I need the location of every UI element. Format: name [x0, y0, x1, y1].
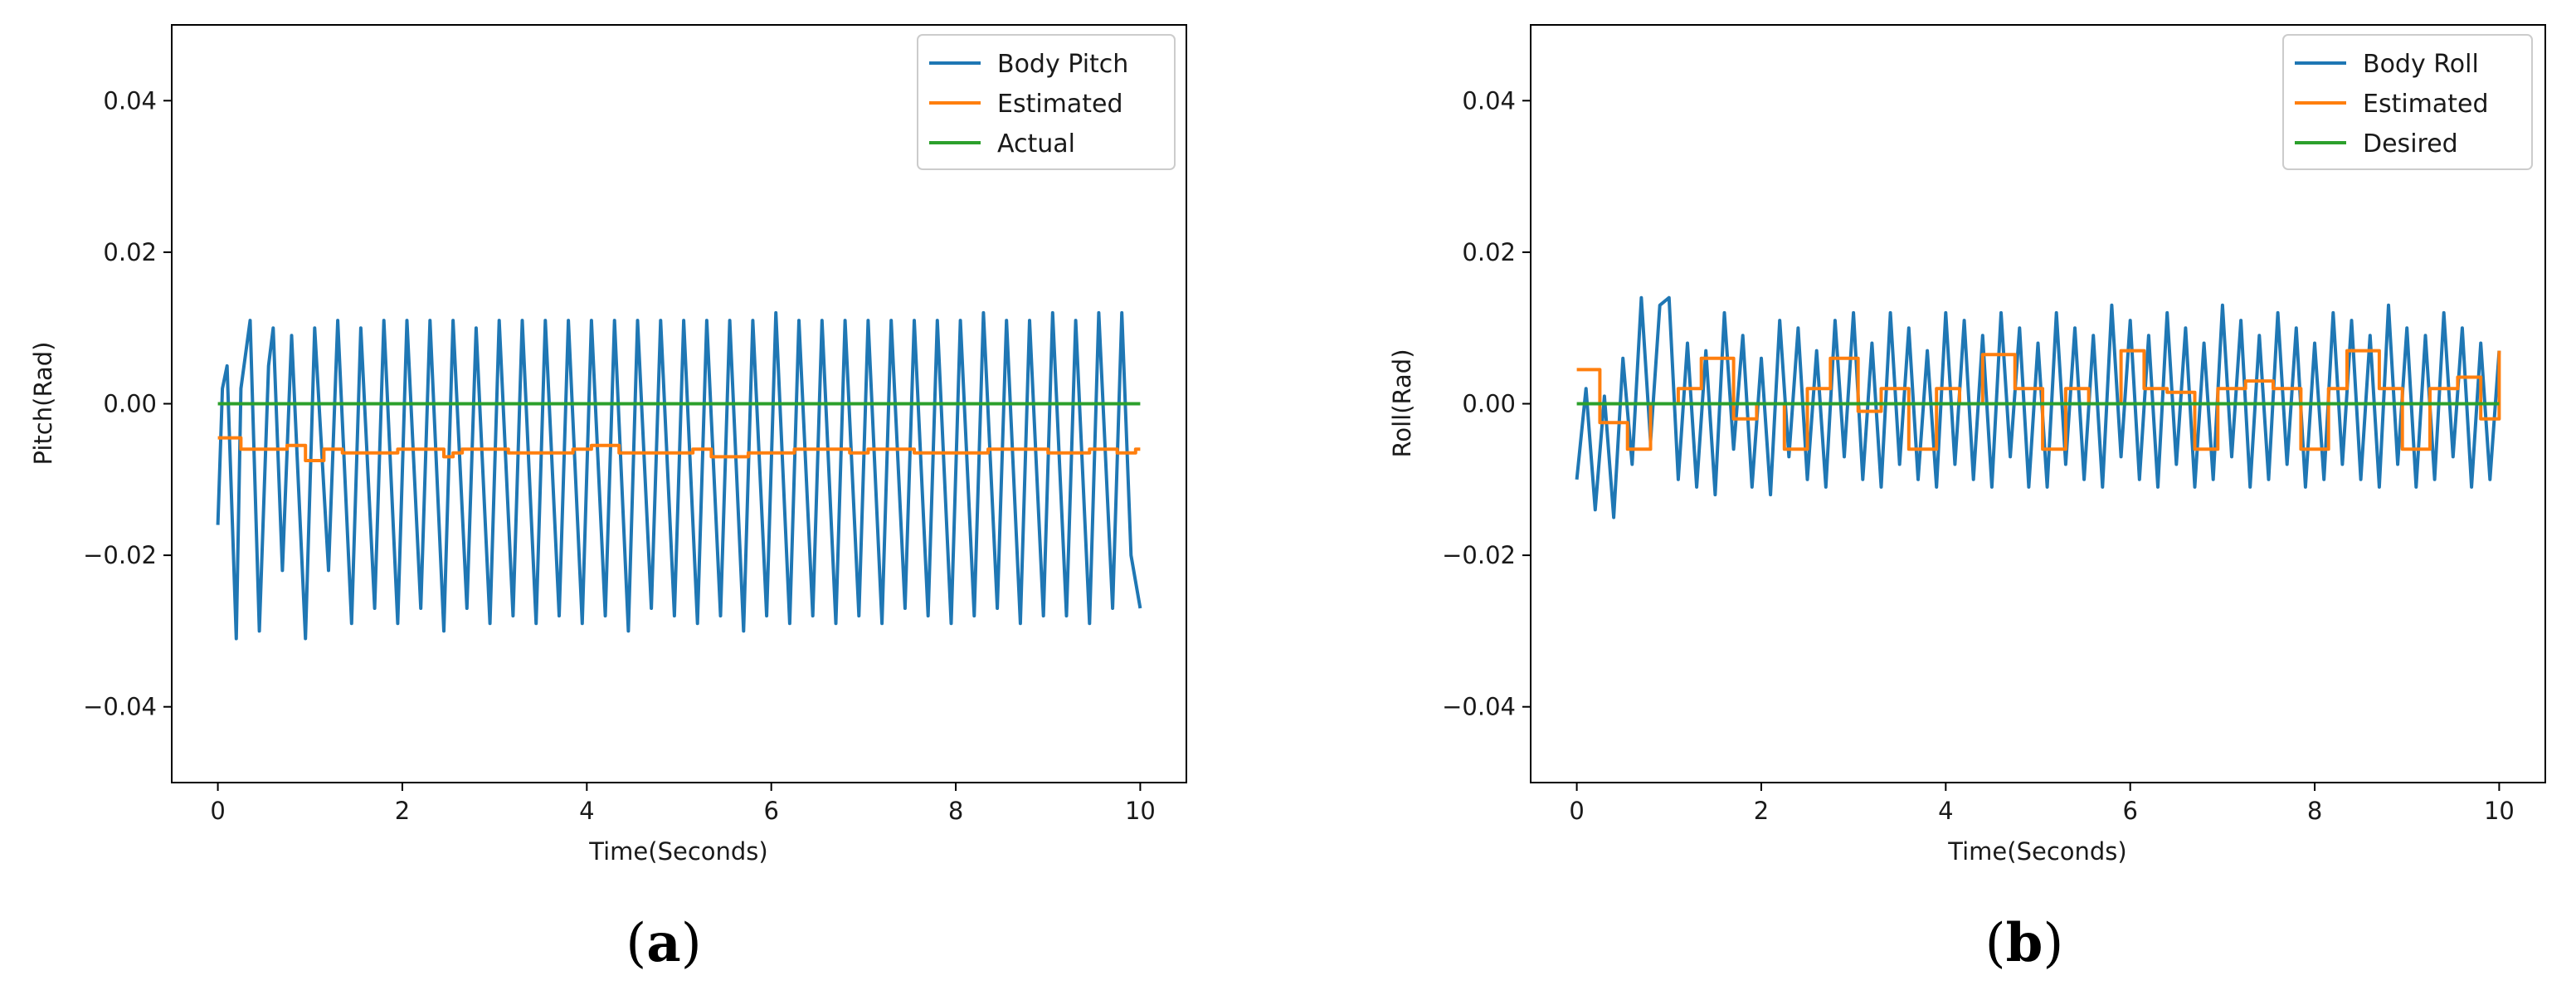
panel-a-xtick-label: 10 [1125, 797, 1156, 825]
panel-b-chart: 0 2 4 6 8 10 0.04 0.02 0.00 −0.02 −0.04 Time(Secon… [1388, 24, 2546, 974]
panel-a-ytick-label: −0.04 [83, 693, 157, 721]
panel-b-xtick-label: 0 [1569, 797, 1584, 825]
panel-b-legend-desired: Desired [2363, 129, 2458, 159]
panel-b-ytick-label: 0.04 [1462, 86, 1516, 115]
panel-b-xtick-label: 10 [2484, 797, 2515, 825]
panel-b-ticks: 0 2 4 6 8 10 0.04 0.02 0.00 −0.02 −0.04 [1442, 86, 2515, 825]
panel-b-xlabel: Time(Seconds) [1947, 837, 2126, 866]
panel-b-caption: (b) [1985, 912, 2064, 974]
panel-b-series-estimated [1576, 349, 2501, 451]
panel-b-legend-estimated: Estimated [2363, 90, 2489, 119]
panel-b-xtick-label: 8 [2307, 797, 2322, 825]
panel-a-xtick-label: 8 [948, 797, 963, 825]
panel-b-ytick-label: 0.02 [1462, 238, 1516, 266]
panel-a-series [216, 310, 1142, 641]
panel-b-ytick-label: −0.04 [1442, 693, 1516, 721]
panel-a-xtick-label: 4 [579, 797, 594, 825]
panel-a-xtick-label: 2 [395, 797, 410, 825]
panel-b-legend-box [2282, 34, 2533, 170]
panel-a-ticks: 0 2 4 6 8 10 0.04 0.02 0.00 −0.02 −0.04 [83, 86, 1156, 825]
panel-a-legend-body-pitch: Body Pitch [997, 50, 1128, 79]
panel-b-caption-letter: b [2006, 912, 2043, 974]
panel-a-ytick-label: −0.02 [83, 541, 157, 569]
panel-a-xtick-label: 6 [763, 797, 778, 825]
panel-b-series [1575, 295, 2501, 520]
panel-a-caption: (a) [626, 912, 701, 974]
panel-b-ylabel: Roll(Rad) [1388, 349, 1416, 457]
panel-a-ytick-label: 0.02 [103, 238, 157, 266]
panel-a-xtick-label: 0 [210, 797, 225, 825]
panel-a-legend-box [917, 34, 1176, 170]
panel-b-ytick-label: −0.02 [1442, 541, 1516, 569]
panel-a-ytick-label: 0.04 [103, 86, 157, 115]
panel-a-legend-actual: Actual [997, 129, 1075, 159]
panel-b-xtick-label: 6 [2122, 797, 2137, 825]
panel-a-legend-estimated: Estimated [997, 90, 1123, 119]
panel-a-chart: 0 2 4 6 8 10 0.04 0.02 0.00 −0.02 −0.04 Time(Secon… [29, 24, 1187, 974]
panel-b-xtick-label: 4 [1938, 797, 1953, 825]
panel-b-legend-body-roll: Body Roll [2363, 50, 2479, 79]
panel-a-ytick-label: 0.00 [103, 390, 157, 418]
panel-b-xtick-label: 2 [1754, 797, 1769, 825]
panel-a-series-estimated [217, 436, 1141, 462]
panel-a-xlabel: Time(Seconds) [588, 837, 767, 866]
panel-a-series-body-pitch [216, 310, 1142, 641]
panel-a-caption-letter: a [646, 912, 680, 974]
panel-b-legend: Body Roll Estimated Desired [2282, 34, 2533, 170]
panel-b-ytick-label: 0.00 [1462, 390, 1516, 418]
panel-a-ylabel: Pitch(Rad) [29, 342, 57, 466]
panel-a-legend: Body Pitch Estimated Actual [917, 34, 1176, 170]
